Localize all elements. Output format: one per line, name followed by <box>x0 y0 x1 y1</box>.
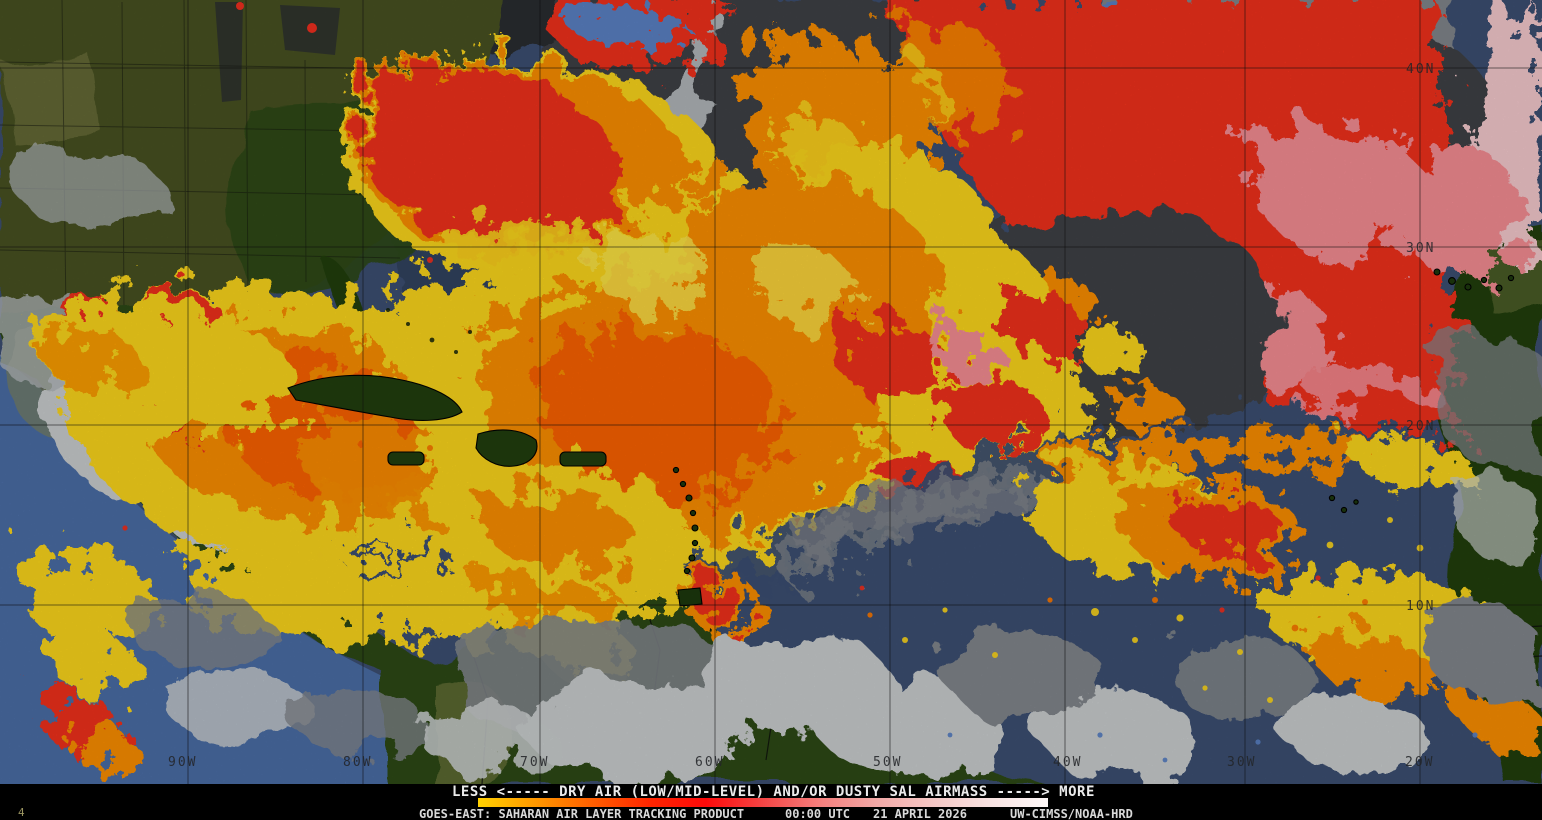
legend-gradient-bar <box>478 798 1048 807</box>
caption-product: GOES-EAST: SAHARAN AIR LAYER TRACKING PR… <box>419 807 745 820</box>
satellite-imagery: 40N 30N 20N 10N 90W 80W 70W 60W 50W 40W … <box>0 0 1542 784</box>
caption-date: 21 APRIL 2026 <box>873 807 967 820</box>
frame-counter: 4 <box>18 806 25 819</box>
caption-credit: UW-CIMSS/NOAA-HRD <box>1010 807 1133 820</box>
legend-scale-text: LESS <----- DRY AIR (LOW/MID-LEVEL) AND/… <box>452 784 1095 800</box>
sensor-noise-overlay <box>0 0 1542 784</box>
satellite-map: 40N 30N 20N 10N 90W 80W 70W 60W 50W 40W … <box>0 0 1542 784</box>
caption-time: 00:00 UTC <box>785 807 851 820</box>
info-bar: 4 LESS <----- DRY AIR (LOW/MID-LEVEL) AN… <box>0 784 1542 820</box>
